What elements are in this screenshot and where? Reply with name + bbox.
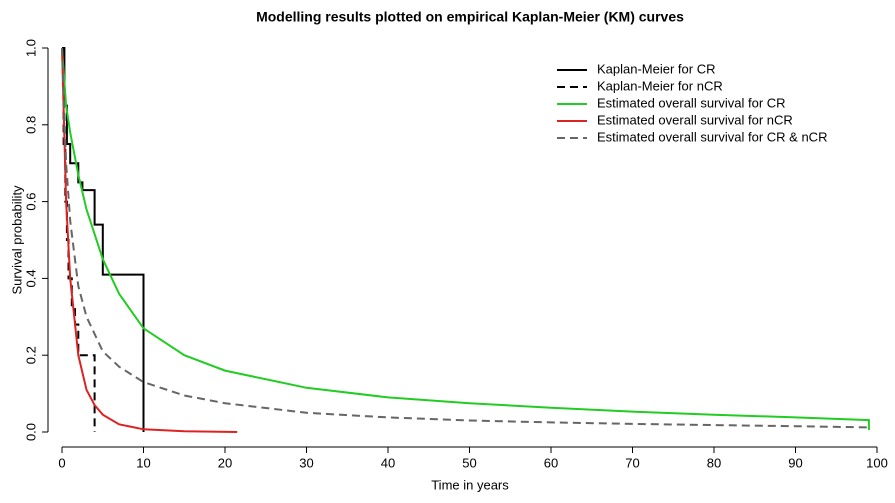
x-tick-label: 60 [544,455,558,470]
series-line [61,47,870,431]
x-tick-label: 50 [462,455,476,470]
x-tick-label: 70 [625,455,639,470]
y-axis-label: Survival probability [9,185,24,295]
y-tick-label: 0.8 [23,116,38,134]
legend-label: Estimated overall survival for CR [597,95,786,110]
series-line [61,47,238,433]
y-tick-label: 0.0 [23,423,38,441]
x-tick-label: 100 [866,455,888,470]
x-tick-label: 90 [788,455,802,470]
y-tick-label: 1.0 [23,39,38,57]
x-tick-label: 40 [381,455,395,470]
series-line [61,47,869,429]
legend-label: Kaplan-Meier for nCR [597,78,723,93]
x-tick-label: 0 [58,455,65,470]
x-tick-label: 30 [299,455,313,470]
x-tick-label: 20 [218,455,232,470]
x-tick-label: 10 [136,455,150,470]
x-tick-label: 80 [707,455,721,470]
y-tick-label: 0.4 [23,269,38,287]
y-tick-label: 0.6 [23,193,38,211]
chart-title: Modelling results plotted on empirical K… [256,9,684,25]
legend-label: Estimated overall survival for CR & nCR [597,129,827,144]
x-axis-label: Time in years [431,477,509,492]
legend-label: Kaplan-Meier for CR [597,61,716,76]
y-tick-label: 0.2 [23,346,38,364]
legend-label: Estimated overall survival for nCR [597,112,793,127]
